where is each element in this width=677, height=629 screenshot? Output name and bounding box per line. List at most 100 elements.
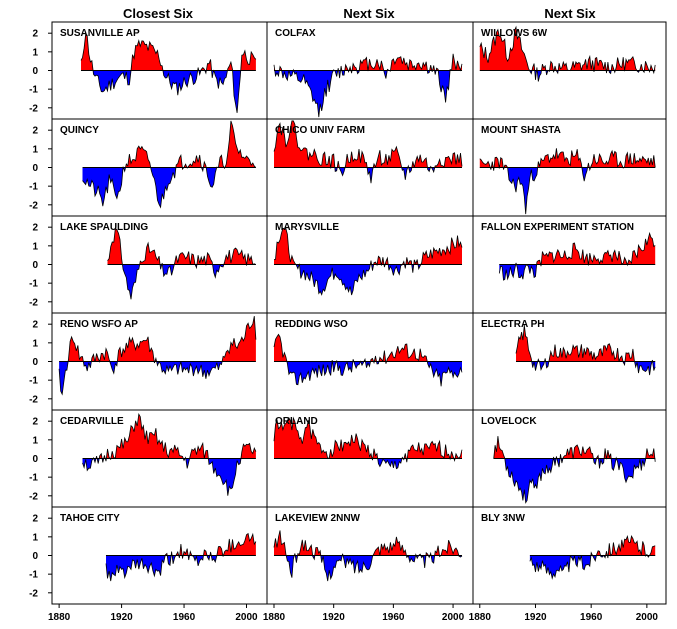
series-group (479, 25, 656, 82)
series-group (107, 227, 257, 300)
negative-anomaly-fill (59, 361, 256, 395)
positive-anomaly-fill (529, 536, 656, 556)
positive-anomaly-fill (82, 414, 256, 459)
y-tick-label: -2 (29, 491, 38, 502)
negative-anomaly-fill (516, 361, 656, 376)
y-tick-label: 1 (32, 532, 38, 543)
negative-anomaly-fill (82, 167, 256, 208)
positive-anomaly-fill (479, 148, 656, 168)
positive-anomaly-fill (274, 228, 462, 265)
series-group (58, 316, 257, 396)
series-group (273, 53, 463, 118)
station-label: LAKE SPAULDING (60, 222, 148, 233)
y-tick-label: 2 (32, 29, 38, 40)
y-tick-label: 2 (32, 223, 38, 234)
station-label: LAKEVIEW 2NNW (275, 513, 361, 524)
y-tick-label: 0 (32, 454, 38, 465)
x-tick-label: 2000 (235, 612, 258, 623)
x-tick-label: 1960 (580, 612, 603, 623)
column-title-next-six-1: Next Six (343, 6, 395, 21)
station-panel-16: LAKEVIEW 2NNW 1880 1920 1960 2000 (263, 513, 465, 623)
station-label: LOVELOCK (481, 416, 537, 427)
x-tick-label: 1960 (382, 612, 405, 623)
series-group (82, 413, 257, 496)
station-label: ORLAND (275, 416, 318, 427)
station-panel-5: MOUNT SHASTA (479, 125, 656, 215)
series-line (498, 231, 656, 281)
series-line (479, 148, 656, 215)
y-tick-label: 2 (32, 514, 38, 525)
station-panel-4: CHICO UNIV FARM (273, 120, 463, 184)
station-panel-11: ELECTRA PH (481, 319, 656, 376)
series-group (105, 532, 257, 582)
series-group (273, 120, 463, 184)
positive-anomaly-fill (274, 120, 462, 168)
y-tick-label: 2 (32, 417, 38, 428)
station-label: CHICO UNIV FARM (275, 125, 365, 136)
y-tick-label: 0 (32, 260, 38, 271)
station-label: MOUNT SHASTA (481, 125, 561, 136)
station-panel-17: BLY 3NW 1880 1920 1960 2000 (469, 513, 659, 623)
station-label: MARYSVILLE (275, 222, 339, 233)
series-line (273, 530, 463, 582)
series-group (515, 325, 656, 376)
y-tick-label: 2 (32, 320, 38, 331)
y-tick-label: 1 (32, 435, 38, 446)
x-tick-label: 1880 (263, 612, 286, 623)
station-panel-12: CEDARVILLE 2 1 0 -1 -2 (29, 413, 257, 502)
series-line (273, 227, 463, 296)
station-panel-2: WILLOWS 6W (479, 25, 656, 82)
negative-anomaly-fill (81, 70, 256, 113)
negative-anomaly-fill (106, 555, 256, 581)
station-panel-14: LOVELOCK (481, 416, 656, 504)
y-tick-label: -2 (29, 200, 38, 211)
y-tick-label: 1 (32, 241, 38, 252)
positive-anomaly-fill (274, 53, 462, 71)
y-tick-label: 1 (32, 144, 38, 155)
positive-anomaly-fill (274, 530, 462, 556)
panel-grid: SUSANVILLE AP 2 1 0 -1 -2 COLFAX WILLOWS 6W QUIN… (29, 21, 667, 623)
station-label: CEDARVILLE (60, 416, 124, 427)
column-title-next-six-2: Next Six (544, 6, 596, 21)
x-tick-label: 1880 (48, 612, 71, 623)
negative-anomaly-fill (499, 264, 656, 281)
series-group (273, 333, 463, 387)
negative-anomaly-fill (274, 167, 462, 184)
x-tick-label: 2000 (442, 612, 465, 623)
x-tick-label: 1920 (524, 612, 547, 623)
station-panel-1: COLFAX (273, 28, 463, 118)
negative-anomaly-fill (82, 458, 256, 496)
series-line (80, 32, 257, 113)
negative-anomaly-fill (274, 70, 462, 118)
series-line (107, 227, 257, 300)
station-label: BLY 3NW (481, 513, 525, 524)
y-tick-label: -1 (29, 570, 38, 581)
x-tick-label: 2000 (636, 612, 659, 623)
station-panel-15: TAHOE CITY 2 1 0 -1 -2 1880 1920 1960 2000 (29, 513, 258, 623)
series-group (479, 148, 656, 215)
positive-anomaly-fill (516, 325, 656, 362)
station-panel-6: LAKE SPAULDING 2 1 0 -1 -2 (29, 222, 257, 308)
station-label: TAHOE CITY (60, 513, 120, 524)
negative-anomaly-fill (274, 555, 462, 582)
series-group (273, 530, 463, 582)
station-panel-8: FALLON EXPERIMENT STATION (481, 222, 656, 281)
station-panel-0: SUSANVILLE AP 2 1 0 -1 -2 (29, 28, 257, 114)
series-group (498, 231, 656, 281)
series-line (58, 316, 257, 396)
positive-anomaly-fill (493, 436, 656, 459)
station-panel-3: QUINCY 2 1 0 -1 -2 (29, 120, 257, 211)
series-line (273, 120, 463, 184)
y-tick-label: -1 (29, 279, 38, 290)
negative-anomaly-fill (274, 264, 462, 295)
station-label: QUINCY (60, 125, 99, 136)
y-tick-label: -1 (29, 376, 38, 387)
station-panel-10: REDDING WSO (273, 319, 463, 387)
series-line (273, 333, 463, 387)
negative-anomaly-fill (529, 555, 656, 579)
negative-anomaly-fill (479, 167, 656, 215)
x-tick-label: 1920 (323, 612, 346, 623)
positive-anomaly-fill (479, 27, 656, 71)
station-label: FALLON EXPERIMENT STATION (481, 222, 634, 233)
